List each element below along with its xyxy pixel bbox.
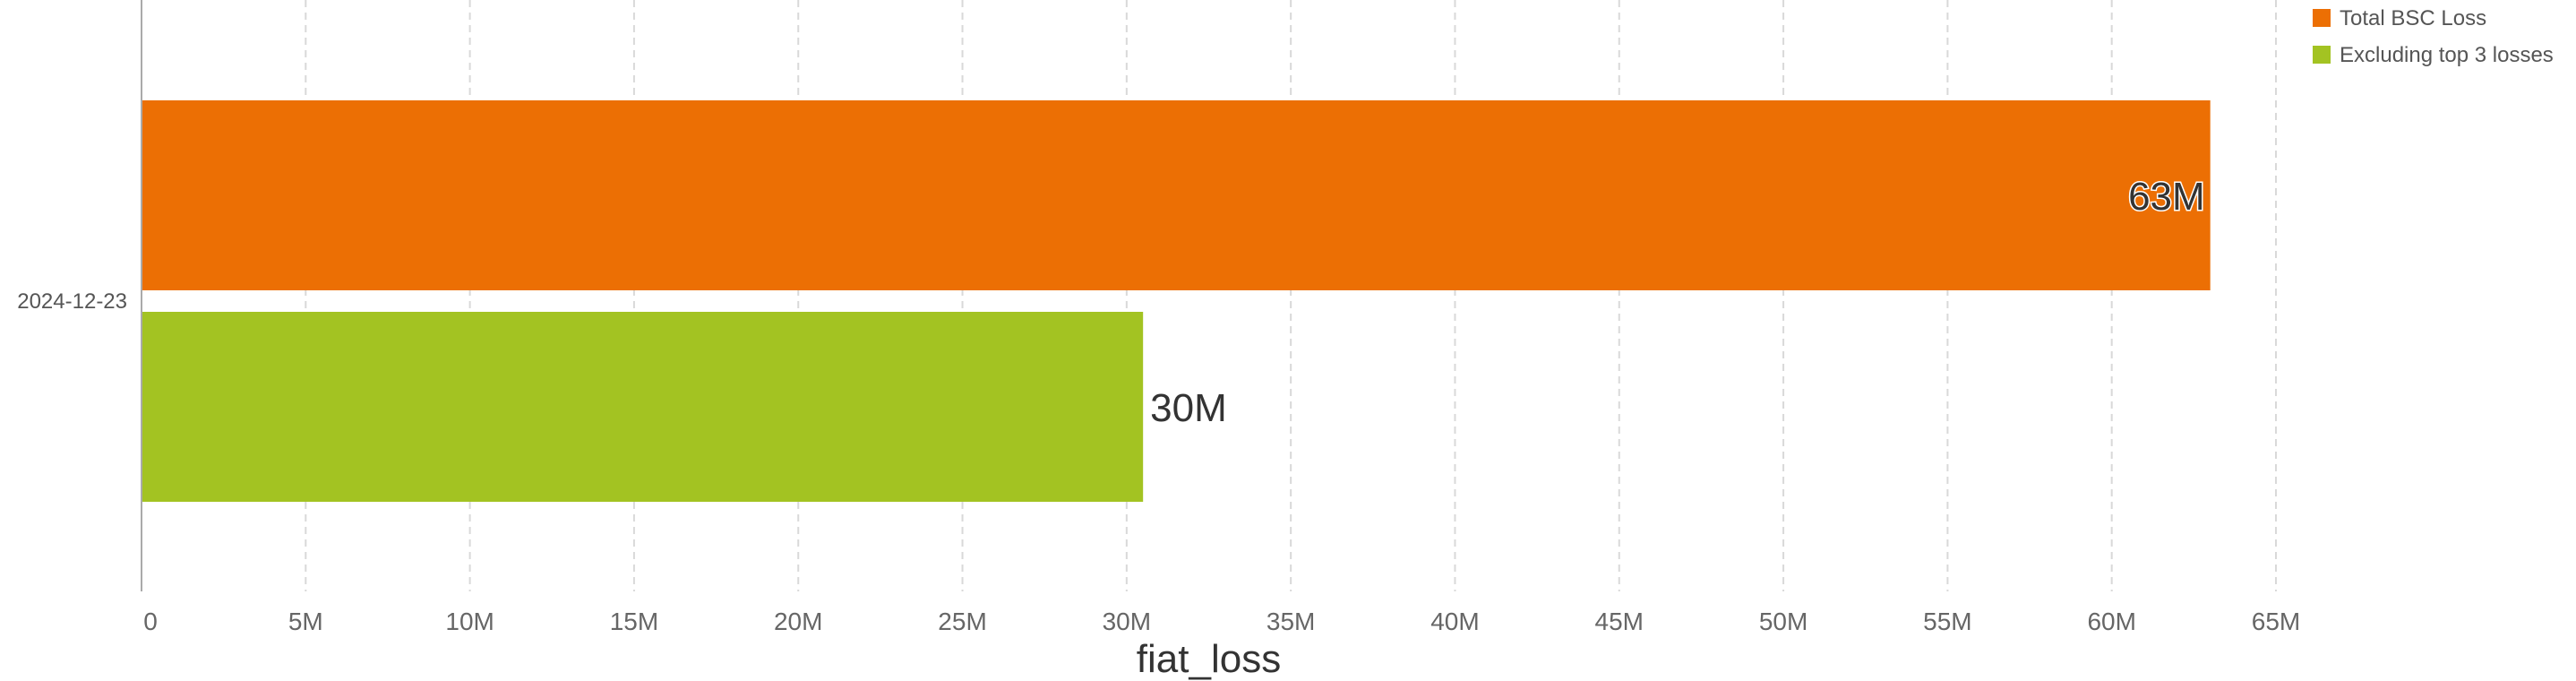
y-category-label-0: 2024-12-23 (17, 289, 127, 314)
bar-1-0[interactable] (142, 312, 1144, 502)
data-label-0-0: 63M (2128, 175, 2205, 219)
legend-label-0[interactable]: Total BSC Loss (2340, 6, 2486, 30)
gridlines (305, 0, 2277, 591)
x-tick-label-5: 25M (938, 608, 986, 635)
x-tick-label-0: 0 (143, 608, 158, 635)
x-tick-label-12: 60M (2087, 608, 2135, 635)
legend-swatch-0[interactable] (2313, 9, 2331, 27)
x-tick-label-11: 55M (1923, 608, 1971, 635)
x-tick-label-13: 65M (2252, 608, 2300, 635)
legend-swatch-1[interactable] (2313, 46, 2331, 64)
x-tick-label-8: 40M (1430, 608, 1479, 635)
legend-label-1[interactable]: Excluding top 3 losses (2340, 43, 2554, 67)
y-axis-categories: 2024-12-23 (17, 289, 127, 314)
x-tick-label-1: 5M (288, 608, 323, 635)
x-tick-label-10: 50M (1759, 608, 1807, 635)
x-axis-title: fiat_loss (1137, 637, 1281, 681)
bar-0-0[interactable] (142, 100, 2211, 290)
data-labels: 63M 30M (1150, 174, 2206, 431)
x-tick-label-4: 20M (774, 608, 822, 635)
x-tick-label-2: 10M (445, 608, 494, 635)
x-tick-label-3: 15M (610, 608, 658, 635)
bars (142, 100, 2211, 502)
x-tick-label-7: 35M (1267, 608, 1315, 635)
x-tick-label-6: 30M (1103, 608, 1151, 635)
x-axis-ticks: 0 5M 10M 15M 20M 25M 30M 35M 40M 45M 50M 55M 60M 65M (143, 608, 2300, 635)
data-label-1-0: 30M (1150, 386, 1227, 430)
legend[interactable]: Total BSC Loss Excluding top 3 losses (2313, 6, 2554, 67)
x-tick-label-9: 45M (1595, 608, 1644, 635)
